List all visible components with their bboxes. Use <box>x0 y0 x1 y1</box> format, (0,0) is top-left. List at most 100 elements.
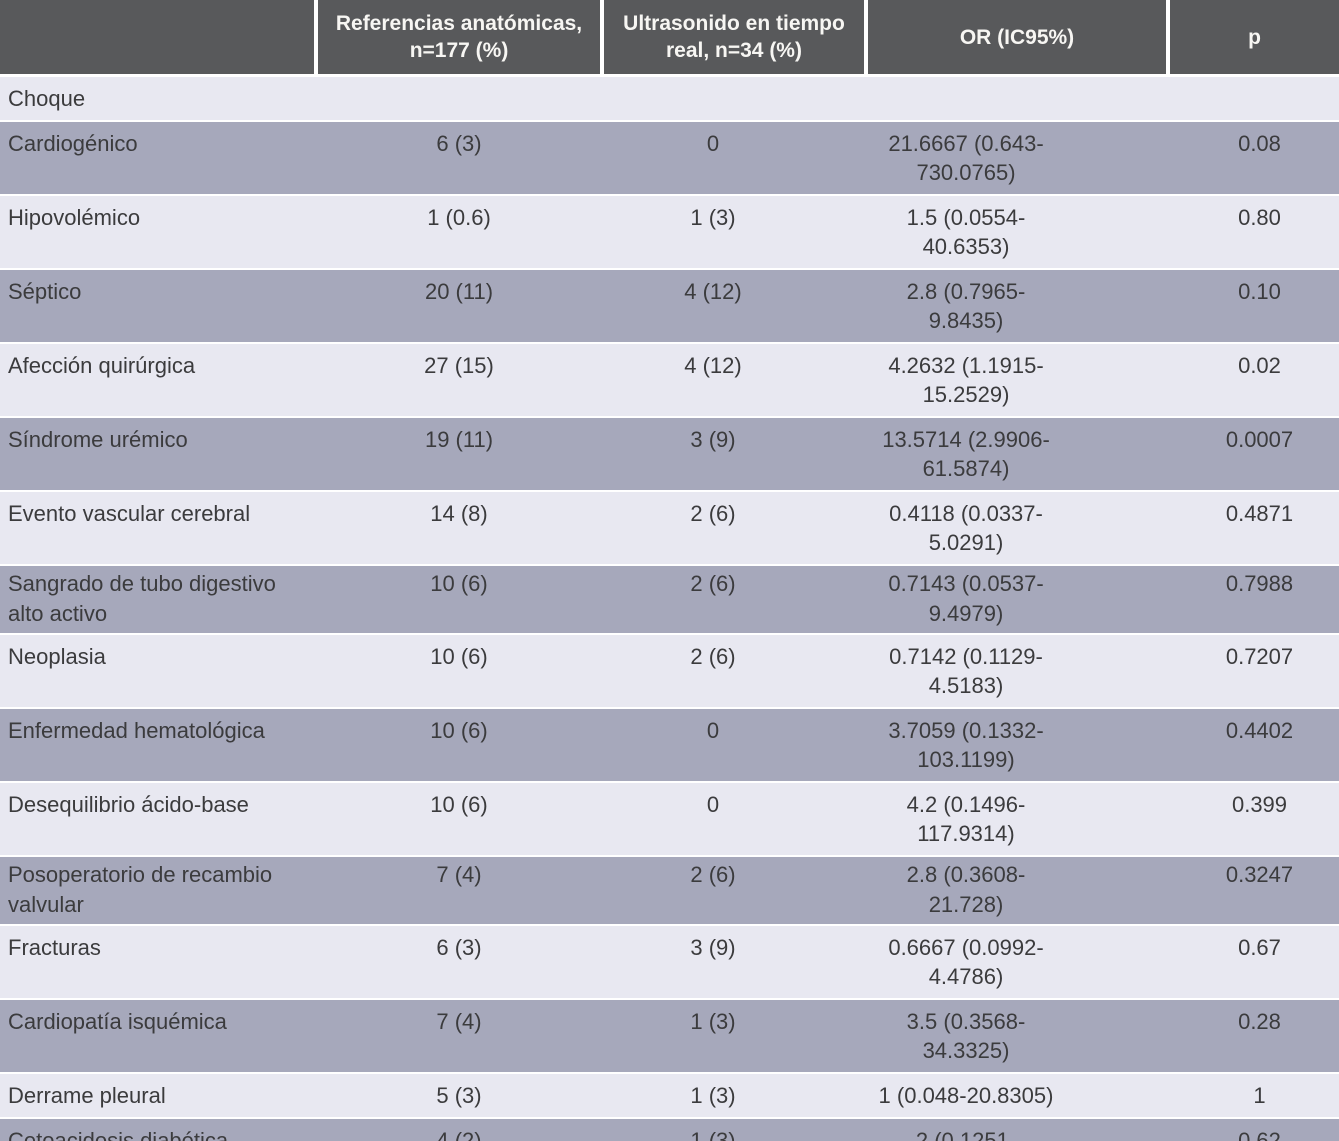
ref-value-cell: 7 (4) <box>316 856 602 926</box>
us-value-cell: 0 <box>602 782 866 857</box>
p-value-cell: 0.08 <box>1168 121 1339 196</box>
us-value-cell: 1 (3) <box>602 999 866 1074</box>
or-value-cell: 21.6667 (0.643-730.0765) <box>866 121 1168 196</box>
or-value-cell: 1 (0.048-20.8305) <box>866 1073 1168 1119</box>
section-row: Choque <box>0 75 1339 122</box>
row-label-cell: Evento vascular cerebral <box>0 491 316 566</box>
us-value-cell: 0 <box>602 708 866 783</box>
us-value-cell: 1 (3) <box>602 1118 866 1141</box>
us-value-cell: 2 (6) <box>602 491 866 566</box>
row-label-cell: Enfermedad hematológica <box>0 708 316 783</box>
us-value-cell: 3 (9) <box>602 925 866 1000</box>
us-value-cell <box>602 75 866 122</box>
row-label-cell: Neoplasia <box>0 634 316 709</box>
table-row: Posoperatorio de recambio valvular 7 (4) 2… <box>0 856 1339 926</box>
us-value-cell: 0 <box>602 121 866 196</box>
row-label-cell: Afección quirúrgica <box>0 343 316 418</box>
us-value-cell: 2 (6) <box>602 565 866 635</box>
or-value-cell: 0.7142 (0.1129-4.5183) <box>866 634 1168 709</box>
ref-value-cell: 4 (2) <box>316 1118 602 1141</box>
row-label-cell: Choque <box>0 75 316 122</box>
or-value-cell: 0.7143 (0.0537-9.4979) <box>866 565 1168 635</box>
us-value-cell: 4 (12) <box>602 269 866 344</box>
us-value-cell: 4 (12) <box>602 343 866 418</box>
p-value-cell: 0.62 <box>1168 1118 1339 1141</box>
table-row: Síndrome urémico 19 (11) 3 (9) 13.5714 (2.9… <box>0 417 1339 492</box>
row-label-cell: Síndrome urémico <box>0 417 316 492</box>
us-value-cell: 3 (9) <box>602 417 866 492</box>
ref-value-cell: 10 (6) <box>316 634 602 709</box>
table-row: Cardiogénico 6 (3) 0 21.6667 (0.643-730.076… <box>0 121 1339 196</box>
or-value-cell: 2.8 (0.3608-21.728) <box>866 856 1168 926</box>
p-value-cell: 0.7988 <box>1168 565 1339 635</box>
ref-value-cell: 19 (11) <box>316 417 602 492</box>
table-row: Cardiopatía isquémica 7 (4) 1 (3) 3.5 (0.35… <box>0 999 1339 1074</box>
header-row: Referencias anatómicas, n=177 (%) Ultras… <box>0 0 1339 77</box>
row-label-cell: Cardiogénico <box>0 121 316 196</box>
or-value-cell: 3.7059 (0.1332-103.1199) <box>866 708 1168 783</box>
header-cell-or: OR (IC95%) <box>864 0 1168 77</box>
us-value-cell: 1 (3) <box>602 195 866 270</box>
ref-value-cell: 6 (3) <box>316 925 602 1000</box>
or-value-cell: 1.5 (0.0554-40.6353) <box>866 195 1168 270</box>
table-row: Derrame pleural 5 (3) 1 (3) 1 (0.048-20.830… <box>0 1073 1339 1119</box>
p-value-cell <box>1168 75 1339 122</box>
table-row: Desequilibrio ácido-base 10 (6) 0 4.2 (0.14… <box>0 782 1339 857</box>
header-cell-p: p <box>1166 0 1339 77</box>
table-header: Referencias anatómicas, n=177 (%) Ultras… <box>0 0 1339 77</box>
row-label-cell: Sangrado de tubo digestivo alto activo <box>0 565 316 635</box>
ref-value-cell: 5 (3) <box>316 1073 602 1119</box>
p-value-cell: 0.02 <box>1168 343 1339 418</box>
p-value-cell: 0.3247 <box>1168 856 1339 926</box>
p-value-cell: 0.4871 <box>1168 491 1339 566</box>
row-label-cell: Séptico <box>0 269 316 344</box>
ref-value-cell: 7 (4) <box>316 999 602 1074</box>
p-value-cell: 0.80 <box>1168 195 1339 270</box>
row-label-cell: Derrame pleural <box>0 1073 316 1119</box>
table-row: Fracturas 6 (3) 3 (9) 0.6667 (0.0992-4.4786… <box>0 925 1339 1000</box>
table-row: Enfermedad hematológica 10 (6) 0 3.7059 (0.… <box>0 708 1339 783</box>
table-row: Evento vascular cerebral 14 (8) 2 (6) 0.411… <box>0 491 1339 566</box>
p-value-cell: 0.28 <box>1168 999 1339 1074</box>
row-label-cell: Fracturas <box>0 925 316 1000</box>
table-row: Cetoacidosis diabética 4 (2) 1 (3) 2 (0.125… <box>0 1118 1339 1141</box>
us-value-cell: 2 (6) <box>602 634 866 709</box>
row-label-cell: Cetoacidosis diabética <box>0 1118 316 1141</box>
or-value-cell: 4.2632 (1.1915-15.2529) <box>866 343 1168 418</box>
or-value-cell: 13.5714 (2.9906-61.5874) <box>866 417 1168 492</box>
ref-value-cell: 1 (0.6) <box>316 195 602 270</box>
ref-value-cell: 27 (15) <box>316 343 602 418</box>
header-cell-ultrasonido: Ultrasonido en tiempo real, n=34 (%) <box>600 0 866 77</box>
or-value-cell: 4.2 (0.1496-117.9314) <box>866 782 1168 857</box>
table-row: Séptico 20 (11) 4 (12) 2.8 (0.7965-9.8435) 0… <box>0 269 1339 344</box>
ref-value-cell: 6 (3) <box>316 121 602 196</box>
ref-value-cell <box>316 75 602 122</box>
us-value-cell: 2 (6) <box>602 856 866 926</box>
p-value-cell: 0.4402 <box>1168 708 1339 783</box>
us-value-cell: 1 (3) <box>602 1073 866 1119</box>
p-value-cell: 0.7207 <box>1168 634 1339 709</box>
or-value-cell: 2 (0.1251-31.9766) <box>866 1118 1168 1141</box>
p-value-cell: 0.0007 <box>1168 417 1339 492</box>
or-value-cell <box>866 75 1168 122</box>
table-row: Neoplasia 10 (6) 2 (6) 0.7142 (0.1129-4.518… <box>0 634 1339 709</box>
table-body: Choque Cardiogénico 6 (3) 0 21.6667 (0.643-7… <box>0 75 1339 1141</box>
ref-value-cell: 10 (6) <box>316 565 602 635</box>
row-label-cell: Posoperatorio de recambio valvular <box>0 856 316 926</box>
table-row: Sangrado de tubo digestivo alto activo 10… <box>0 565 1339 635</box>
p-value-cell: 0.67 <box>1168 925 1339 1000</box>
ref-value-cell: 14 (8) <box>316 491 602 566</box>
row-label-cell: Desequilibrio ácido-base <box>0 782 316 857</box>
or-value-cell: 2.8 (0.7965-9.8435) <box>866 269 1168 344</box>
header-cell-referencias: Referencias anatómicas, n=177 (%) <box>314 0 602 77</box>
row-label-cell: Hipovolémico <box>0 195 316 270</box>
or-value-cell: 0.4118 (0.0337-5.0291) <box>866 491 1168 566</box>
header-cell-empty <box>0 0 316 77</box>
ref-value-cell: 10 (6) <box>316 708 602 783</box>
table-row: Afección quirúrgica 27 (15) 4 (12) 4.2632 (… <box>0 343 1339 418</box>
p-value-cell: 0.10 <box>1168 269 1339 344</box>
table-row: Hipovolémico 1 (0.6) 1 (3) 1.5 (0.0554-40.6… <box>0 195 1339 270</box>
ref-value-cell: 20 (11) <box>316 269 602 344</box>
